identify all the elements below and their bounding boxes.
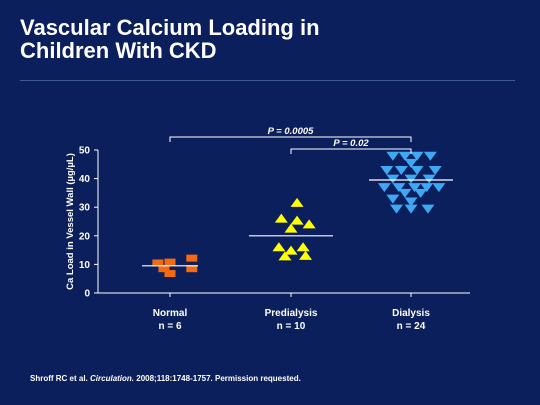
data-point-triangle-down bbox=[428, 166, 442, 176]
data-point-triangle-down bbox=[398, 151, 412, 161]
x-category-label: Normal bbox=[153, 308, 188, 319]
p-value-label: P = 0.02 bbox=[333, 138, 369, 149]
significance-bracket bbox=[290, 148, 412, 154]
title-divider bbox=[20, 80, 515, 81]
data-point-triangle-up bbox=[290, 197, 304, 207]
chart-annotations: P = 0.0005 P = 0.02 bbox=[169, 126, 412, 154]
y-tick-label: 50 bbox=[79, 146, 91, 157]
data-point-triangle-up bbox=[278, 251, 292, 261]
data-point-square bbox=[186, 265, 198, 273]
slide-title: Vascular Calcium Loading in Children Wit… bbox=[20, 16, 320, 62]
data-point-triangle-down bbox=[386, 174, 400, 184]
data-point-triangle-down bbox=[386, 151, 400, 161]
data-point-triangle-down bbox=[414, 188, 428, 198]
citation-prefix: Shroff RC et al. bbox=[30, 374, 91, 383]
chart-marks bbox=[142, 151, 453, 278]
x-category-label: Dialysis bbox=[392, 308, 430, 319]
y-tick-label: 0 bbox=[84, 289, 90, 300]
data-point-triangle-up bbox=[284, 223, 298, 233]
data-point-triangle-down bbox=[432, 183, 446, 193]
title-line-2: Children With CKD bbox=[20, 38, 217, 63]
citation-suffix: 2008;118:1748-1757. Permission requested… bbox=[134, 374, 301, 383]
data-point-triangle-down bbox=[404, 174, 418, 184]
data-point-triangle-down bbox=[394, 166, 408, 176]
significance-bracket bbox=[169, 136, 412, 142]
data-point-square bbox=[164, 270, 176, 278]
data-point-triangle-up bbox=[302, 219, 316, 229]
p-value-label: P = 0.0005 bbox=[268, 126, 315, 137]
data-point-triangle-down bbox=[398, 188, 412, 198]
data-point-triangle-down bbox=[422, 174, 436, 184]
y-tick-label: 40 bbox=[79, 174, 91, 185]
data-point-triangle-down bbox=[408, 183, 422, 193]
y-tick-label: 10 bbox=[79, 260, 91, 271]
data-point-triangle-down bbox=[410, 166, 424, 176]
data-point-triangle-down bbox=[386, 194, 400, 204]
x-category-n-label: n = 24 bbox=[397, 321, 426, 332]
data-point-triangle-down bbox=[404, 197, 418, 207]
citation: Shroff RC et al. Circulation. 2008;118:1… bbox=[30, 374, 301, 383]
title-line-1: Vascular Calcium Loading in bbox=[20, 15, 320, 40]
data-point-square bbox=[152, 259, 164, 267]
data-point-triangle-down bbox=[389, 204, 403, 214]
data-point-triangle-up bbox=[284, 245, 298, 255]
x-category-n-label: n = 10 bbox=[277, 321, 306, 332]
data-point-square bbox=[186, 254, 198, 262]
data-point-triangle-up bbox=[299, 250, 313, 260]
data-point-triangle-down bbox=[380, 166, 394, 176]
data-point-triangle-down bbox=[410, 151, 424, 161]
data-point-triangle-down bbox=[423, 151, 437, 161]
data-point-triangle-down bbox=[421, 204, 435, 214]
data-point-triangle-down bbox=[420, 183, 434, 193]
data-point-triangle-up bbox=[296, 242, 310, 252]
y-axis-label: Ca Load in Vessel Wall (µg/µL) bbox=[65, 153, 76, 290]
x-category-n-label: n = 6 bbox=[158, 321, 182, 332]
data-point-triangle-up bbox=[290, 215, 304, 225]
data-point-triangle-down bbox=[404, 158, 418, 168]
data-point-triangle-down bbox=[392, 183, 406, 193]
data-point-triangle-down bbox=[377, 183, 391, 193]
data-point-triangle-up bbox=[274, 213, 288, 223]
data-point-square bbox=[158, 265, 170, 273]
data-point-triangle-up bbox=[272, 242, 286, 252]
data-point-triangle-down bbox=[404, 204, 418, 214]
y-tick-label: 20 bbox=[79, 231, 91, 242]
data-point-square bbox=[164, 258, 176, 266]
citation-journal: Circulation. bbox=[90, 374, 135, 383]
y-tick-label: 30 bbox=[79, 203, 91, 214]
x-category-label: Predialysis bbox=[265, 308, 318, 319]
